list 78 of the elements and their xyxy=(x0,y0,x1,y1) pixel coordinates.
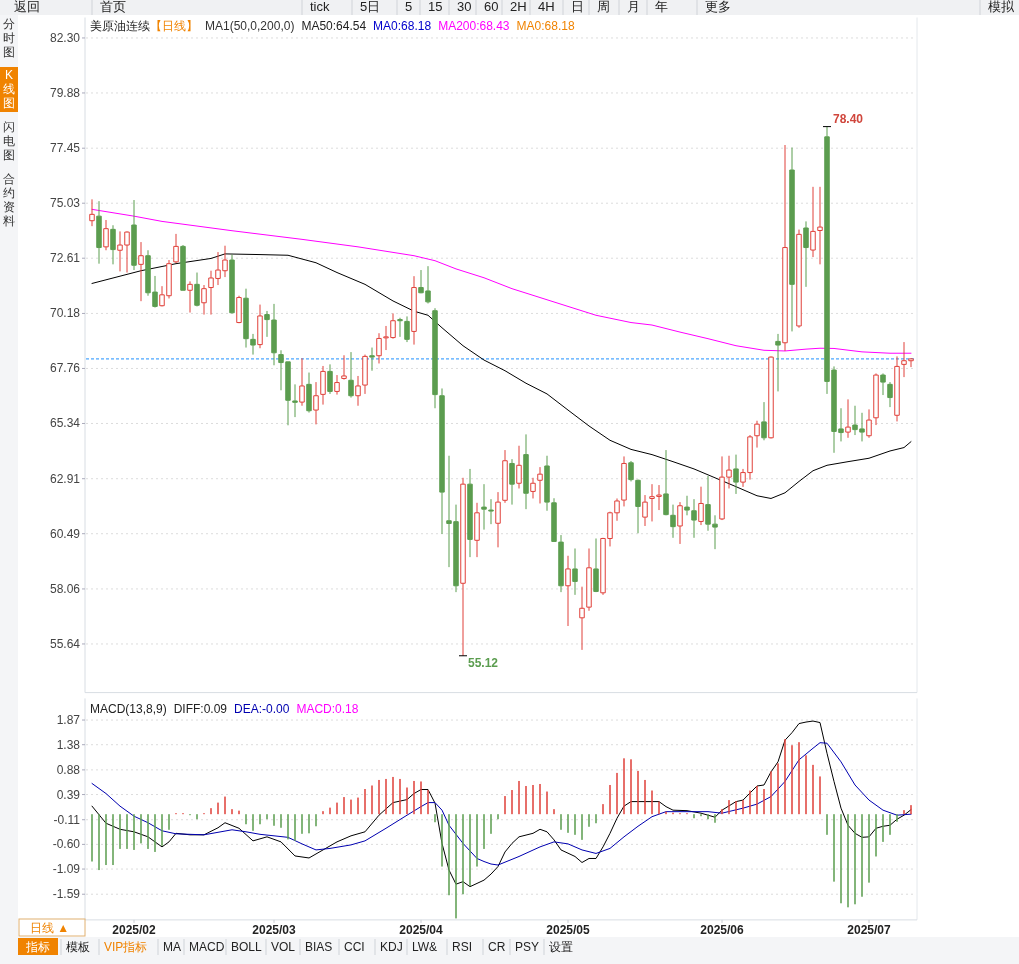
text: BIAS xyxy=(305,940,333,954)
y-tick-label: 58.06 xyxy=(49,581,81,596)
x-tick-label: 2025/03 xyxy=(252,922,297,937)
text: 首页 xyxy=(100,0,126,14)
text: 30 xyxy=(457,0,472,14)
annotation: 【日线】 xyxy=(150,19,198,33)
text: 模板 xyxy=(66,940,90,954)
y-tick-label: 72.61 xyxy=(49,251,81,266)
text: 日 xyxy=(571,0,584,14)
text: 15 xyxy=(428,0,443,14)
text: 周 xyxy=(597,0,610,14)
text: 5日 xyxy=(360,0,381,14)
y-tick-label: 0.88 xyxy=(56,762,81,777)
text: KDJ xyxy=(380,940,403,954)
text: MA200:68.43 xyxy=(438,19,510,33)
text: RSI xyxy=(452,940,473,954)
text: LW& xyxy=(412,940,438,954)
y-tick-label: -1.59 xyxy=(52,887,81,902)
annotation: 78.40 xyxy=(833,111,864,126)
annotation: MA1(50,0,200,0) xyxy=(205,19,295,33)
x-tick-label: 2025/06 xyxy=(700,922,745,937)
y-tick-label: 77.45 xyxy=(49,141,81,156)
y-tick-label: 1.38 xyxy=(56,737,81,752)
text: 年 xyxy=(655,0,668,14)
chart-title: MACD(13,8,9) xyxy=(90,702,167,716)
text: 合约资料 xyxy=(3,172,15,228)
line-series xyxy=(91,253,912,499)
x-tick-label: 2025/04 xyxy=(399,922,444,937)
text: 返回 xyxy=(14,0,40,14)
y-tick-label: 0.39 xyxy=(56,787,81,802)
text: CR xyxy=(488,940,506,954)
text: DIFF:0.09 xyxy=(173,702,228,716)
y-tick-label: 67.76 xyxy=(49,361,81,376)
x-tick-label: 2025/02 xyxy=(112,922,157,937)
text: 2H xyxy=(510,0,527,14)
line-series xyxy=(91,742,912,866)
x-tick-label: 2025/07 xyxy=(847,922,892,937)
y-tick-label: -0.60 xyxy=(52,837,81,852)
y-tick-label: 79.88 xyxy=(49,85,81,100)
text: K线图 xyxy=(3,68,15,110)
text: MA xyxy=(163,940,181,954)
annotation: 55.12 xyxy=(468,655,499,670)
text: PSY xyxy=(515,940,540,954)
y-tick-label: 62.91 xyxy=(49,471,81,486)
text: VIP指标 xyxy=(104,940,148,954)
y-tick-label: 65.34 xyxy=(49,416,81,431)
annotation: MACD:0.18 xyxy=(296,702,359,716)
text: 设置 xyxy=(549,940,573,954)
annotation: MA0:68.18 xyxy=(516,19,575,33)
text: 闪电图 xyxy=(3,120,15,162)
text: 指标 xyxy=(25,940,50,954)
annotation: MA0:68.18 xyxy=(373,19,432,33)
text: DEA:-0.00 xyxy=(234,702,290,716)
text: 更多 xyxy=(705,0,731,14)
chart-title: 美原油连续 xyxy=(90,19,150,33)
text: MA50:64.54 xyxy=(301,19,367,33)
y-tick-label: 82.30 xyxy=(49,30,81,45)
y-tick-label: 70.18 xyxy=(49,306,81,321)
text: BOLL xyxy=(231,940,263,954)
text: 模拟 xyxy=(988,0,1015,14)
y-tick-label: -0.11 xyxy=(53,812,81,827)
y-tick-label: -1.09 xyxy=(52,862,81,877)
y-tick-label: 60.49 xyxy=(49,526,81,541)
y-tick-label: 55.64 xyxy=(49,636,81,651)
text: 5 xyxy=(405,0,413,14)
text: 分时图 xyxy=(3,17,15,59)
text: tick xyxy=(310,0,330,14)
text: 60 xyxy=(484,0,499,14)
x-tick-label: 2025/05 xyxy=(546,922,591,937)
line-series xyxy=(91,720,912,888)
y-tick-label: 1.87 xyxy=(56,713,81,728)
text: 4H xyxy=(538,0,555,14)
text: 月 xyxy=(627,0,640,14)
text: CCI xyxy=(344,940,365,954)
text: 日线 ▲ xyxy=(30,921,70,935)
y-tick-label: 75.03 xyxy=(49,196,81,211)
text: MACD xyxy=(189,940,225,954)
text: VOL xyxy=(271,940,296,954)
